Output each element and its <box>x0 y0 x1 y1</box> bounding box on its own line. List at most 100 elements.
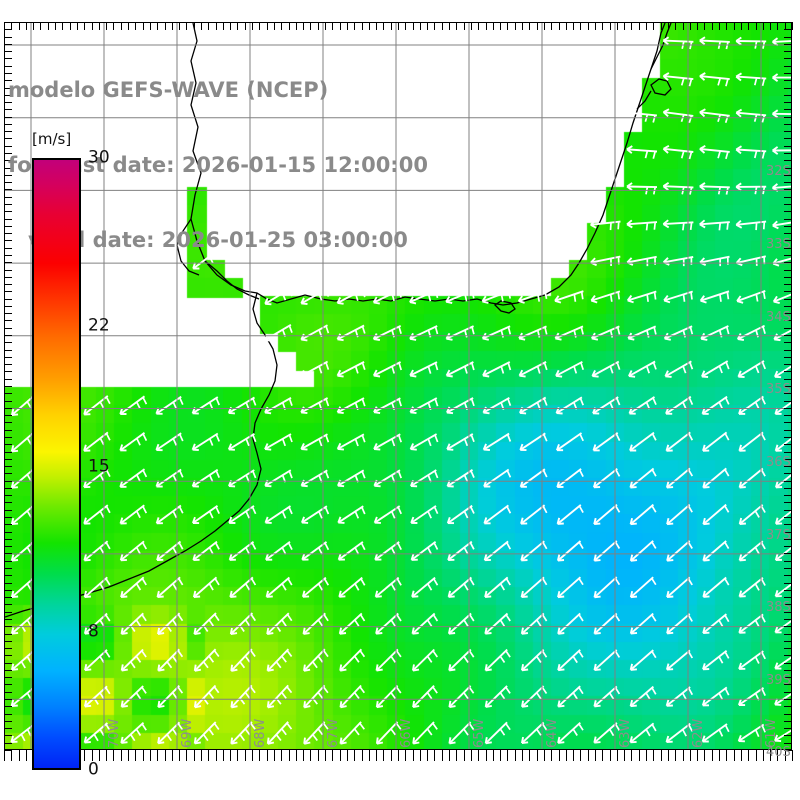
axis-tick <box>784 720 792 722</box>
axis-tick <box>536 22 538 30</box>
axis-tick <box>4 160 12 162</box>
axis-tick <box>25 750 27 761</box>
axis-tick <box>4 560 12 562</box>
lon-label-66W: 66W <box>399 718 414 748</box>
axis-tick <box>777 750 779 761</box>
axis-tick <box>784 662 792 664</box>
axis-tick <box>135 750 137 761</box>
axis-tick <box>91 750 93 761</box>
axis-tick <box>84 750 86 761</box>
axis-tick <box>230 22 232 30</box>
axis-tick <box>434 22 436 30</box>
axis-tick <box>427 22 429 30</box>
axis-tick <box>201 22 202 30</box>
axis-tick <box>4 291 12 293</box>
axis-tick <box>4 87 12 89</box>
axis-tick <box>704 750 706 761</box>
axis-tick <box>419 750 421 761</box>
axis-tick <box>784 691 792 693</box>
axis-tick <box>784 174 792 176</box>
axis-tick <box>740 22 742 30</box>
axis-tick <box>543 750 545 761</box>
axis-tick <box>4 422 12 424</box>
axis-tick <box>4 589 12 591</box>
axis-tick <box>259 750 261 761</box>
axis-tick <box>646 22 648 30</box>
axis-tick <box>383 22 385 30</box>
axis-tick <box>784 240 792 242</box>
axis-tick <box>4 582 12 584</box>
axis-tick <box>135 22 137 30</box>
axis-tick <box>543 22 545 30</box>
axis-tick <box>4 131 12 133</box>
axis-tick <box>784 582 792 584</box>
axis-tick <box>667 22 669 30</box>
axis-tick <box>675 22 677 30</box>
axis-tick <box>4 466 12 468</box>
axis-tick <box>660 750 662 761</box>
axis-tick <box>784 677 792 679</box>
axis-tick <box>660 22 662 30</box>
axis-tick <box>573 22 575 30</box>
axis-tick <box>784 546 792 548</box>
axis-tick <box>441 22 443 30</box>
axis-tick <box>427 750 429 761</box>
axis-tick <box>784 276 792 278</box>
axis-tick <box>784 182 792 184</box>
axis-tick <box>441 750 443 761</box>
axis-tick <box>4 276 12 278</box>
axis-tick <box>98 22 100 30</box>
axis-tick <box>784 225 792 227</box>
axis-tick <box>288 750 290 761</box>
axis-tick <box>266 22 268 30</box>
axis-tick <box>784 218 792 220</box>
axis-tick <box>18 22 20 30</box>
axis-tick <box>784 335 792 337</box>
axis-tick <box>325 22 327 30</box>
axis-tick <box>4 138 12 140</box>
axis-tick <box>310 22 312 30</box>
axis-tick <box>770 22 772 30</box>
axis-tick <box>120 22 122 30</box>
axis-tick <box>4 604 12 606</box>
axis-tick <box>784 611 792 613</box>
axis-tick <box>784 342 792 344</box>
axis-tick <box>4 538 12 540</box>
axis-tick <box>784 291 792 293</box>
axis-tick <box>784 269 792 271</box>
axis-tick <box>784 750 792 751</box>
axis-tick <box>237 22 239 30</box>
axis-tick <box>4 473 12 475</box>
axis-tick <box>784 684 792 686</box>
axis-tick <box>4 720 12 722</box>
axis-tick <box>762 750 764 761</box>
colorbar-tick-22: 22 <box>88 315 110 336</box>
axis-tick <box>507 22 509 30</box>
axis-tick <box>784 72 792 74</box>
axis-tick <box>4 371 12 373</box>
axis-tick <box>4 65 12 67</box>
axis-tick <box>784 138 792 140</box>
axis-tick <box>784 648 792 650</box>
axis-tick <box>478 750 480 761</box>
axis-tick <box>784 575 792 577</box>
axis-tick <box>646 750 648 761</box>
axis-tick <box>281 750 283 761</box>
axis-tick <box>784 429 792 431</box>
axis-tick <box>784 386 792 387</box>
axis-tick <box>784 80 792 82</box>
axis-tick <box>784 524 792 526</box>
axis-tick <box>784 531 792 533</box>
axis-tick <box>157 22 159 30</box>
axis-tick <box>755 22 757 30</box>
axis-tick <box>485 22 487 30</box>
axis-tick <box>339 22 341 30</box>
axis-tick <box>222 22 224 30</box>
axis-tick <box>4 145 12 147</box>
axis-tick <box>412 750 414 761</box>
axis-tick <box>784 495 792 497</box>
axis-tick <box>784 22 786 30</box>
axis-tick <box>784 313 792 315</box>
colorbar-tick-30: 30 <box>88 147 110 168</box>
lon-label-62W: 62W <box>691 718 706 748</box>
